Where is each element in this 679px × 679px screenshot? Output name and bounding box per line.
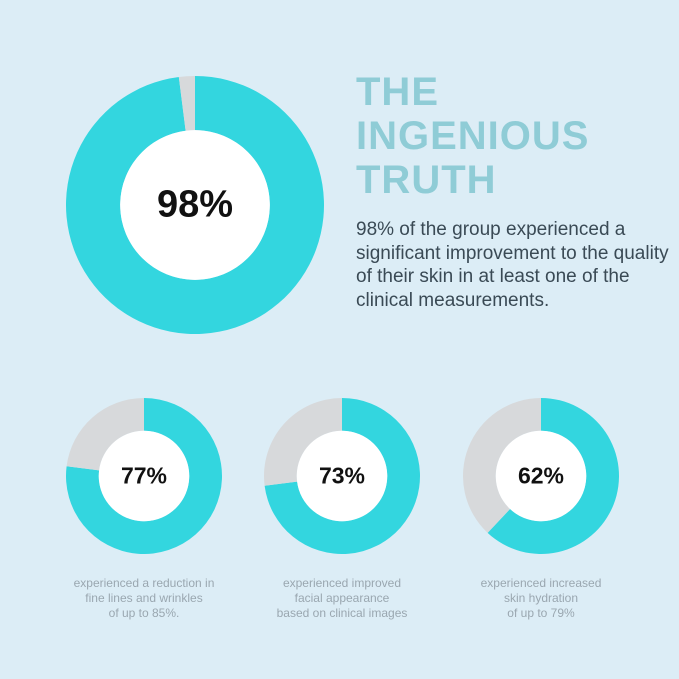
donut-chart-hydration: 62% (463, 398, 619, 554)
caption-hydration: experienced increased skin hydration of … (446, 576, 636, 621)
donut-slice-remainder (66, 398, 144, 471)
caption-line: of up to 79% (507, 606, 575, 620)
caption-wrinkles: experienced a reduction in fine lines an… (49, 576, 239, 621)
title-line-3: TRUTH (356, 158, 497, 202)
donut-slice-remainder (178, 76, 195, 131)
description-text: 98% of the group experienced a significa… (356, 219, 669, 311)
donut-center-label: 98% (156, 183, 234, 226)
donut-hole (495, 430, 587, 522)
caption-line: fine lines and wrinkles (85, 591, 203, 605)
caption-line: of up to 85%. (108, 606, 180, 620)
donut-hole (98, 430, 190, 522)
caption-line: skin hydration (503, 591, 579, 605)
donut-slice-remainder (264, 398, 342, 486)
donut-chart-appearance: 73% (264, 398, 420, 554)
title-line-2: INGENIOUS (356, 114, 590, 158)
caption-line: facial appearance (294, 591, 390, 605)
page-title: THE INGENIOUS TRUTH (356, 70, 589, 202)
donut-slice-filled (66, 76, 324, 334)
donut-center-label: 73% (318, 462, 366, 489)
donut-center-label: 77% (120, 462, 168, 489)
title-line-1: THE (356, 70, 439, 114)
caption-appearance: experienced improved facial appearance b… (247, 576, 437, 621)
donut-center-label: 62% (517, 462, 565, 489)
donut-hole (296, 430, 388, 522)
donut-chart-wrinkles: 77% (66, 398, 222, 554)
donut-hole (120, 130, 270, 280)
caption-line: based on clinical images (276, 606, 408, 620)
donut-slice-filled (264, 398, 420, 554)
donut-slice-filled (66, 398, 222, 554)
donut-slice-remainder (463, 398, 541, 533)
caption-line: experienced increased (480, 576, 602, 590)
caption-line: experienced a reduction in (73, 576, 215, 590)
donut-slice-filled (487, 398, 619, 554)
donut-chart-main: 98% (66, 76, 324, 334)
caption-line: experienced improved (282, 576, 402, 590)
